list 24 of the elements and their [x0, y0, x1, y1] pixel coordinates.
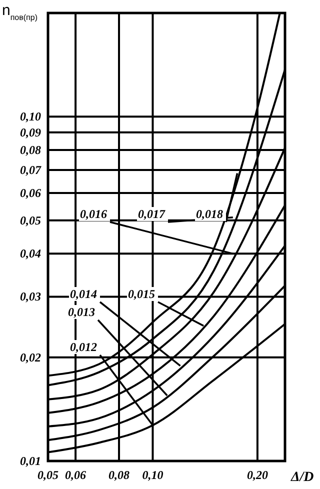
annotation: 0,018: [196, 207, 223, 221]
x-axis-title: Δ/D: [290, 470, 314, 485]
y-tick-label: 0,07: [20, 162, 42, 177]
y-tick-label: 0,06: [20, 186, 41, 200]
y-tick-label: 0,10: [20, 110, 41, 124]
y-tick-label: 0,03: [20, 290, 41, 304]
y-tick-label: 0,08: [20, 143, 41, 158]
annotation: 0,016: [80, 207, 107, 221]
x-tick-label: 0,20: [246, 468, 268, 482]
annotation: 0,017: [138, 207, 166, 221]
x-tick-label: 0,10: [142, 468, 164, 482]
y-tick-label: 0,04: [20, 246, 41, 261]
annotation: 0,015: [128, 287, 155, 301]
x-tick-label: 0,08: [108, 468, 130, 482]
y-tick-label: 0,02: [20, 350, 41, 364]
y-tick-label: 0,05: [20, 213, 41, 228]
x-tick-label: 0,05: [38, 468, 58, 482]
annotation: 0,014: [70, 287, 97, 301]
annotation: 0,012: [70, 340, 97, 354]
annotation: 0,013: [68, 305, 95, 319]
y-axis-title: n$_{пов(пр)}$: [2, 2, 38, 22]
y-tick-label: 0,09: [20, 125, 41, 140]
x-tick-label: 0,06: [65, 468, 86, 482]
y-tick-label: 0,01: [20, 454, 41, 468]
